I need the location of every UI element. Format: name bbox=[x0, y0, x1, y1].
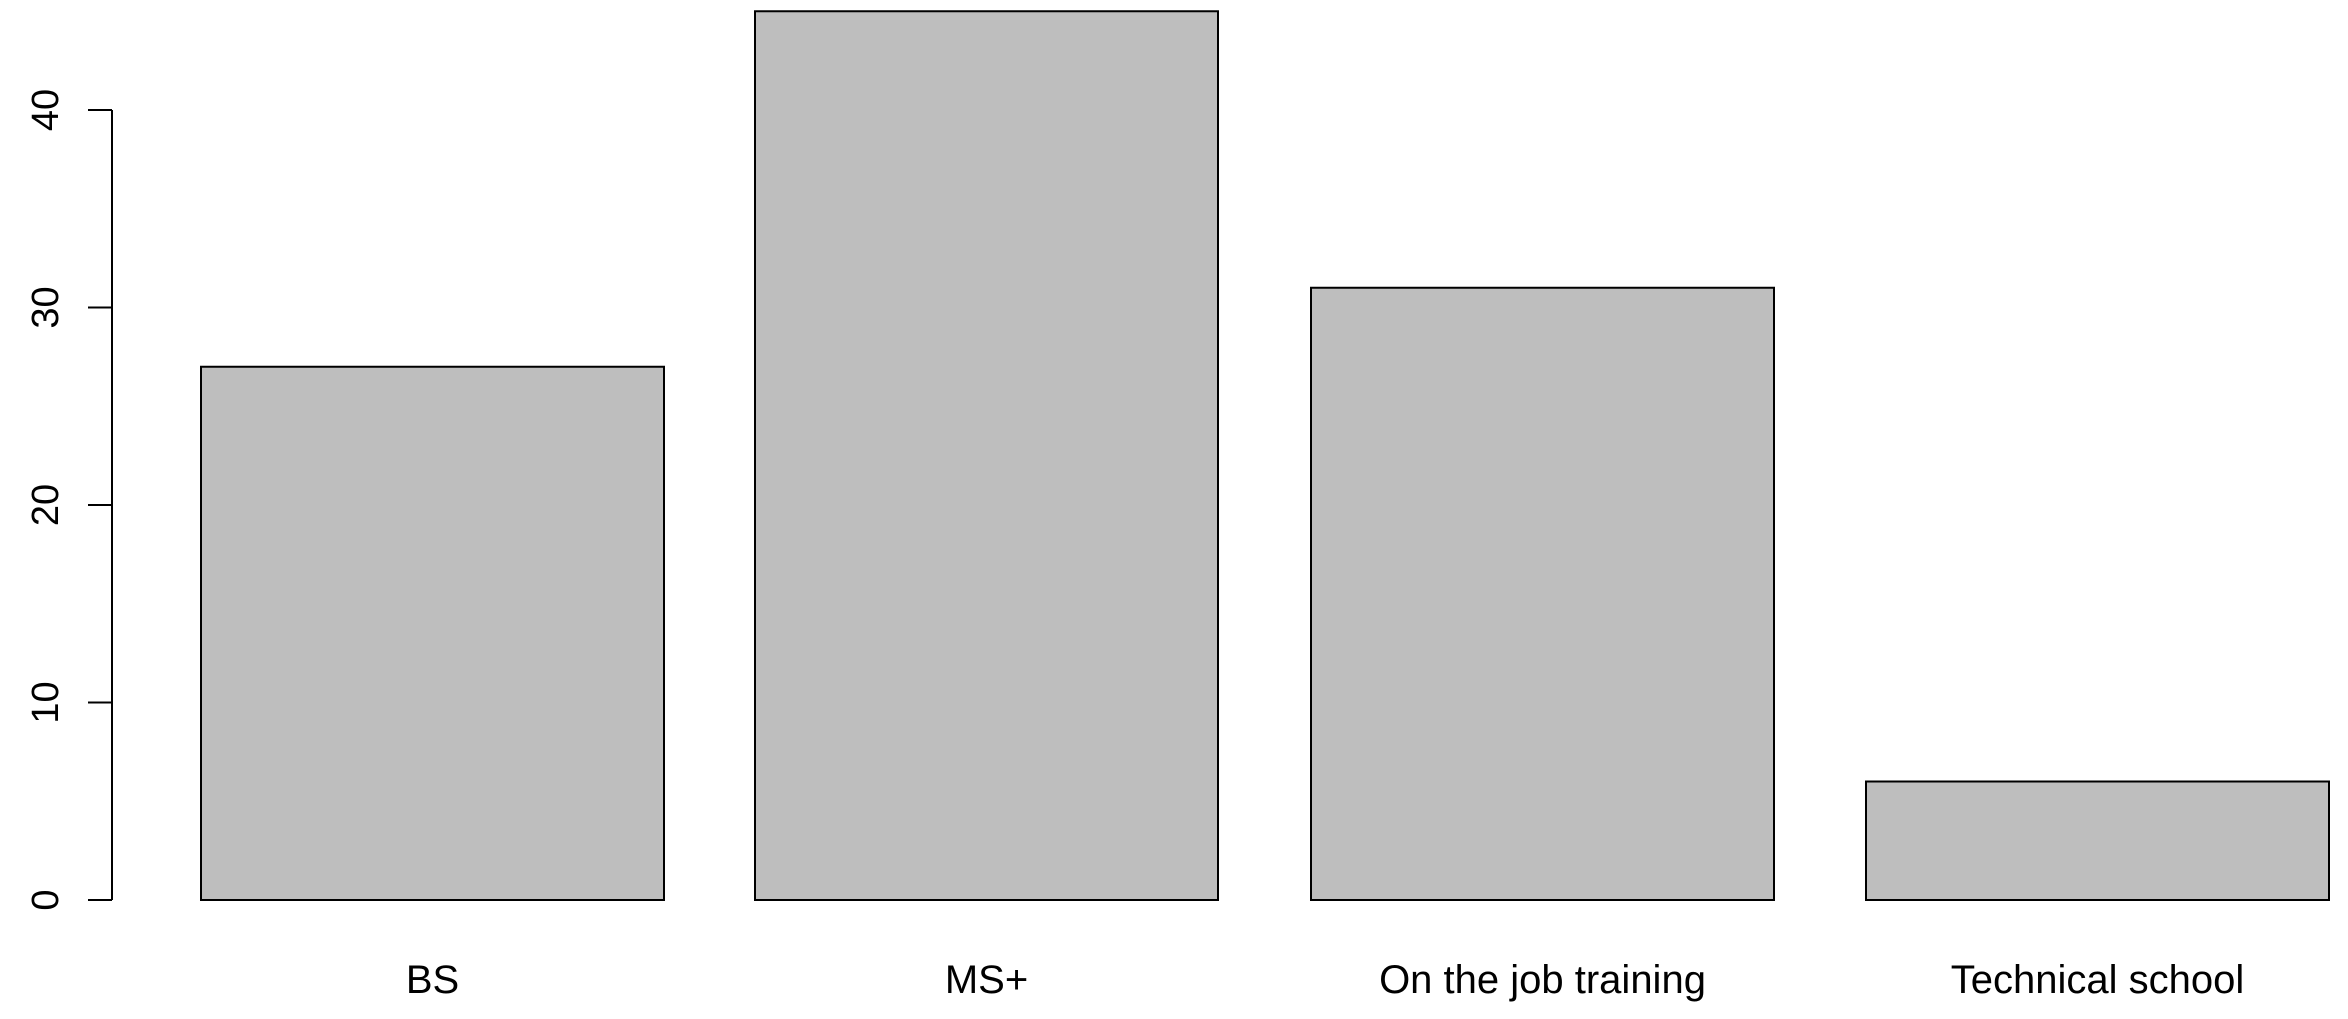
bar bbox=[754, 10, 1219, 901]
y-tick-label: 10 bbox=[25, 681, 67, 723]
y-tick-label: 20 bbox=[25, 484, 67, 526]
y-axis: 0 10 20 30 40 bbox=[25, 89, 113, 911]
bar bbox=[1310, 286, 1775, 901]
bar bbox=[1865, 780, 2330, 901]
y-tick-label: 0 bbox=[25, 889, 67, 910]
bar bbox=[200, 365, 665, 901]
x-axis-labels: BS MS+ On the job training Technical school bbox=[406, 958, 2244, 1002]
y-tick-label: 30 bbox=[25, 286, 67, 328]
bar-series bbox=[200, 10, 2330, 901]
x-category-label: BS bbox=[406, 958, 459, 1002]
x-category-label: Technical school bbox=[1951, 958, 2245, 1002]
x-category-label: On the job training bbox=[1379, 958, 1706, 1002]
x-category-label: MS+ bbox=[945, 958, 1028, 1002]
y-tick-label: 40 bbox=[25, 89, 67, 131]
